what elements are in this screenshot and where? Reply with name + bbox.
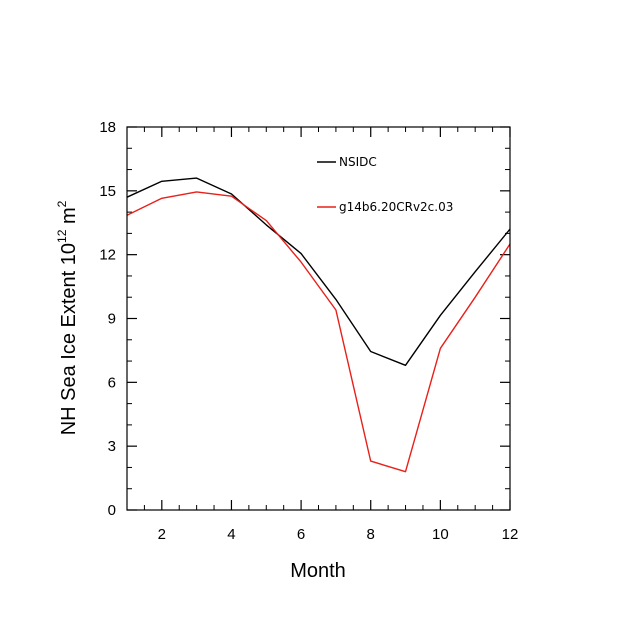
x-tick-label: 6 [297, 526, 305, 543]
y-axis-title: NH Sea Ice Extent 1012 m2 [55, 200, 80, 435]
x-tick-label: 8 [367, 526, 375, 543]
legend-label-model: g14b6.20CRv2c.03 [339, 200, 453, 214]
y-tick-label: 6 [108, 374, 116, 391]
legend-label-nsidc: NSIDC [339, 155, 377, 169]
y-tick-label: 9 [108, 311, 116, 328]
y-axis-title-unit-exponent: 2 [55, 200, 69, 207]
y-tick-label: 15 [99, 183, 116, 200]
minor-ticks [126, 127, 510, 510]
legend: NSIDC g14b6.20CRv2c.03 [317, 155, 453, 214]
y-axis-title-exponent: 12 [55, 229, 69, 243]
series-line-model [126, 191, 511, 473]
series-line-nsidc [126, 177, 511, 366]
x-tick-label: 12 [502, 526, 519, 543]
y-tick-label: 3 [108, 438, 116, 455]
y-tick-label: 0 [108, 502, 116, 519]
y-axis-title-base: NH Sea Ice Extent 10 [58, 243, 80, 435]
x-tick-label: 4 [227, 526, 235, 543]
y-tick-label: 12 [99, 247, 116, 264]
x-tick-label: 2 [158, 526, 166, 543]
x-tick-label: 10 [432, 526, 449, 543]
y-tick-labels: 0 3 6 9 12 15 18 [99, 119, 116, 519]
series-layer [126, 177, 511, 473]
x-tick-labels: 2 4 6 8 10 12 [158, 526, 519, 543]
x-axis-title: Month [290, 560, 346, 582]
plot-frame [126, 126, 511, 511]
y-axis-title-unit: m [58, 207, 80, 229]
y-tick-label: 18 [99, 119, 116, 136]
